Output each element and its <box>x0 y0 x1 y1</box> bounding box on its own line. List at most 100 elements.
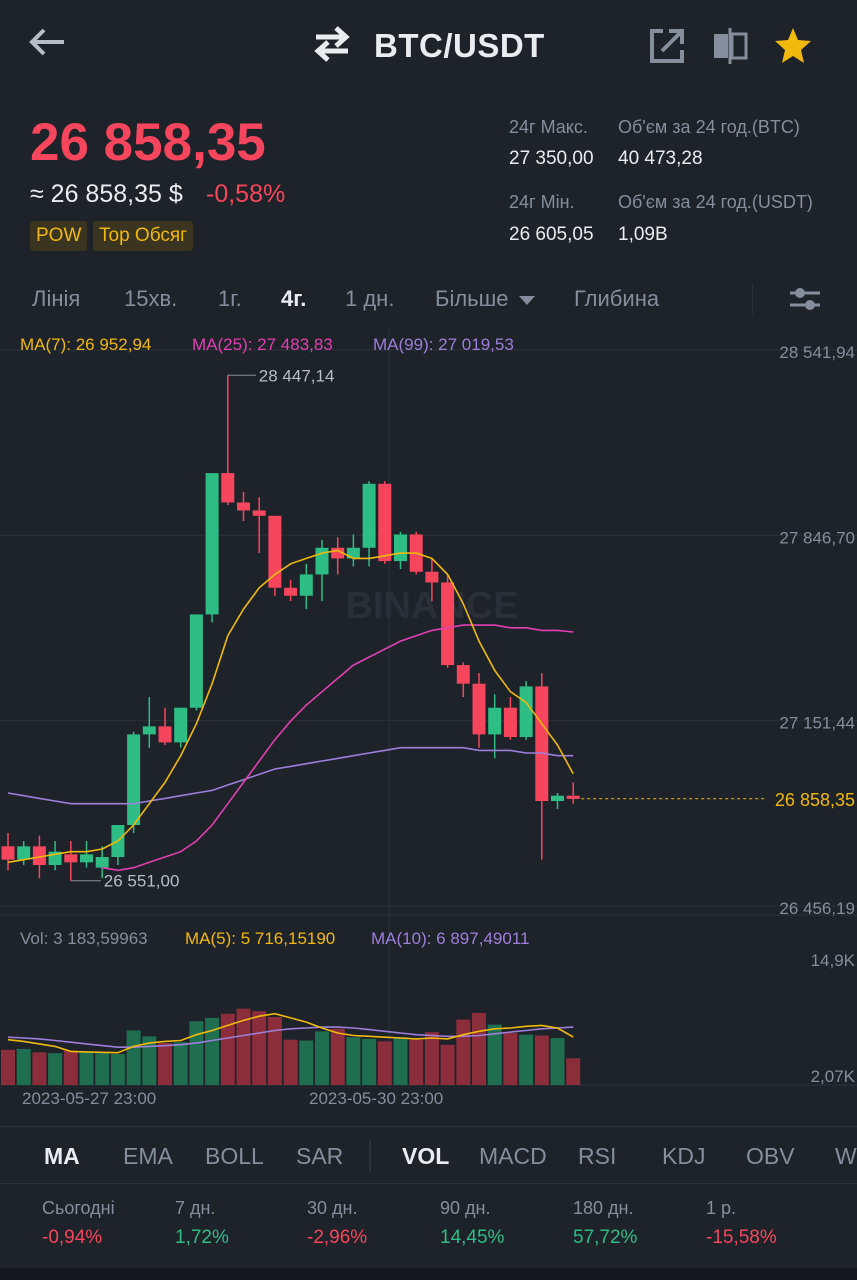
volume-bar <box>346 1037 361 1085</box>
volume-bar <box>236 1008 251 1085</box>
volume-bar <box>173 1042 188 1085</box>
tab-more[interactable]: Більше <box>435 286 535 312</box>
performance-period: 1 р. <box>706 1198 737 1218</box>
candle-body <box>142 726 156 735</box>
volume-bar <box>158 1043 172 1085</box>
ma25-legend: MA(25): 27 483,83 <box>192 335 333 354</box>
candle-body <box>456 665 470 684</box>
low-label: 24г Мін. <box>509 192 575 212</box>
volume-bar <box>252 1011 267 1085</box>
tab-line[interactable]: Лінія <box>32 286 81 311</box>
fiat-price: ≈ 26 858,35 $ <box>30 180 183 208</box>
tab-15m[interactable]: 15хв. <box>124 286 178 311</box>
candle-body <box>17 846 31 860</box>
volume-bar <box>48 1053 63 1085</box>
candle-body <box>127 734 141 826</box>
volume-bar <box>487 1024 502 1085</box>
performance-value: -2,96% <box>307 1227 368 1248</box>
candle-body <box>189 614 203 708</box>
indicator-divider <box>369 1141 371 1171</box>
bottom-strip <box>0 1268 857 1280</box>
indicator-vol[interactable]: VOL <box>402 1143 450 1169</box>
volume-bar <box>299 1040 314 1085</box>
tag-pow[interactable]: POW <box>30 221 88 251</box>
candle-body <box>174 707 188 743</box>
candle-body <box>32 846 46 865</box>
volume-bar <box>456 1019 471 1085</box>
tag-top-volume[interactable]: Top Обсяг <box>93 221 194 251</box>
volume-ma10-legend: MA(10): 6 897,49011 <box>371 929 529 948</box>
indicator-obv[interactable]: OBV <box>746 1143 795 1169</box>
volume-bar <box>142 1036 157 1085</box>
volume-bar <box>377 1041 392 1085</box>
volume-bar <box>267 1017 282 1085</box>
volume-bar <box>503 1032 518 1085</box>
performance-value: 57,72% <box>573 1227 638 1248</box>
swap-icon <box>312 25 352 67</box>
volume-bar <box>330 1028 345 1085</box>
candle-body <box>252 510 266 516</box>
tab-1d[interactable]: 1 дн. <box>345 286 395 311</box>
indicator-ma[interactable]: MA <box>44 1143 80 1169</box>
volume-ma5-legend: MA(5): 5 716,15190 <box>185 929 335 948</box>
tab-1h[interactable]: 1г. <box>218 286 242 311</box>
star-icon[interactable] <box>773 26 813 66</box>
indicator-rsi[interactable]: RSI <box>578 1143 617 1169</box>
timeframe-bar: Лінія 15хв. 1г. 4г. 1 дн. Більше Глибина <box>0 278 857 324</box>
current-price-tag <box>766 785 857 812</box>
indicator-bar: MA EMA BOLL SAR VOL MACD RSI KDJ OBV W <box>0 1126 857 1184</box>
low-marker-label: 26 551,00 <box>104 872 180 891</box>
indicator-sar[interactable]: SAR <box>296 1143 344 1169</box>
high-label: 24г Макс. <box>509 117 588 137</box>
compare-icon[interactable] <box>710 26 750 66</box>
performance-item: 90 дн. 14,45% <box>440 1198 504 1249</box>
volume-bar <box>283 1039 298 1085</box>
pair-selector[interactable]: BTC/USDT <box>312 25 545 67</box>
chart-settings-icon[interactable] <box>788 282 822 321</box>
indicator-boll[interactable]: BOLL <box>205 1143 264 1169</box>
candle-body <box>95 857 109 868</box>
tab-depth[interactable]: Глибина <box>574 286 660 311</box>
indicator-kdj[interactable]: KDJ <box>662 1143 706 1169</box>
price-axis-label: 26 456,19 <box>779 899 855 918</box>
candle-body <box>425 571 439 583</box>
ma99-legend: MA(99): 27 019,53 <box>373 335 514 354</box>
volume-bar <box>440 1044 455 1085</box>
performance-period: 90 дн. <box>440 1198 491 1218</box>
ma25-line <box>102 624 574 872</box>
indicator-w[interactable]: W <box>835 1143 857 1169</box>
candle-body <box>158 726 172 743</box>
performance-period: 30 дн. <box>307 1198 358 1218</box>
price-axis-label: 27 846,70 <box>779 528 855 547</box>
price-axis-label: 27 151,44 <box>779 714 855 733</box>
indicator-macd[interactable]: MACD <box>479 1143 547 1169</box>
candle-body <box>331 547 345 559</box>
performance-item: Сьогодні -0,94% <box>42 1198 115 1249</box>
time-axis-label: 2023-05-30 23:00 <box>309 1089 443 1108</box>
candle-body <box>519 686 533 738</box>
volume-bar <box>189 1021 204 1085</box>
back-arrow-icon[interactable] <box>26 24 72 64</box>
volume-axis-label: 14,9K <box>811 951 856 970</box>
tab-4h[interactable]: 4г. <box>281 286 307 311</box>
volume-bar <box>220 1013 235 1085</box>
volume-bar <box>1 1049 15 1085</box>
candle-body <box>488 707 502 735</box>
share-icon[interactable] <box>647 26 687 66</box>
indicator-ema[interactable]: EMA <box>123 1143 173 1169</box>
candle-body <box>284 587 298 596</box>
volume-bar <box>95 1053 110 1085</box>
volume-bar <box>519 1034 534 1085</box>
candle-body <box>221 473 235 503</box>
price-axis-label: 28 541,94 <box>779 343 855 362</box>
candle-body <box>268 515 282 588</box>
candle-body <box>346 547 360 559</box>
volume-bar <box>16 1048 31 1085</box>
candle-body <box>205 473 219 615</box>
volume-bar <box>126 1030 141 1085</box>
volume-bar <box>110 1053 125 1085</box>
caret-down-icon <box>518 296 535 306</box>
last-price: 26 858,35 <box>30 113 266 172</box>
candle-body <box>472 683 486 735</box>
